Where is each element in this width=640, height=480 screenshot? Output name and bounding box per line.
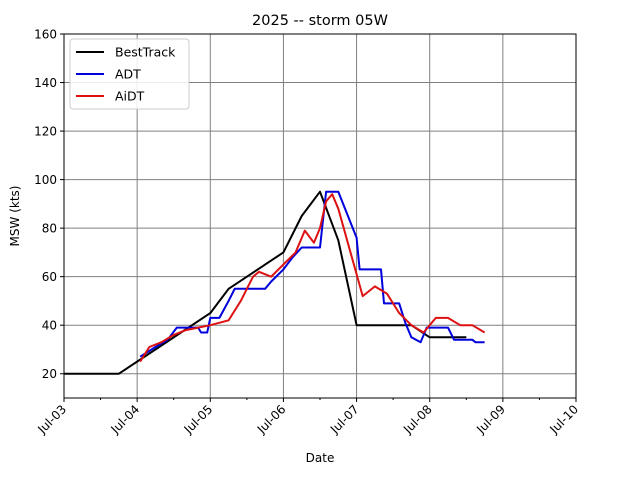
y-tick-label: 100 <box>34 173 57 187</box>
legend-box <box>69 38 190 110</box>
legend: BestTrack ADT AiDT <box>69 38 190 110</box>
y-tick-label: 80 <box>42 222 57 236</box>
y-axis-label: MSW (kts) <box>8 186 22 247</box>
legend-label-adt: ADT <box>115 67 141 82</box>
y-tick-label: 120 <box>34 125 57 139</box>
y-tick-label: 60 <box>42 270 57 284</box>
series-lines <box>64 190 486 375</box>
y-tick-label: 40 <box>42 319 57 333</box>
y-tick-label: 20 <box>42 367 57 381</box>
x-axis-label: Date <box>306 451 335 465</box>
y-tick-label: 140 <box>34 76 57 90</box>
legend-label-besttrack: BestTrack <box>115 45 176 60</box>
legend-label-aidt: AiDT <box>115 89 145 104</box>
y-tick-label: 160 <box>34 28 57 42</box>
series-line-aidt <box>139 193 486 363</box>
chart-title: 2025 -- storm 05W <box>252 13 388 29</box>
